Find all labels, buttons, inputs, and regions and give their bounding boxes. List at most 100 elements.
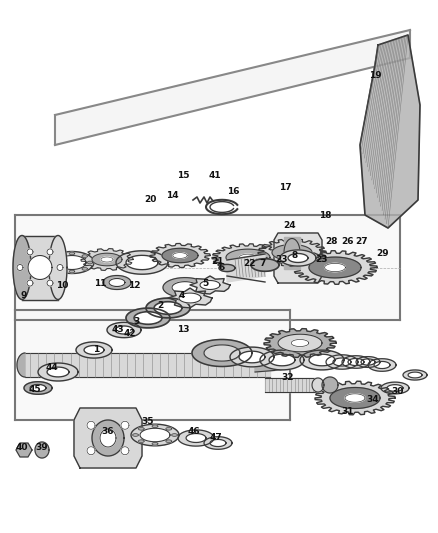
Text: 4: 4 bbox=[179, 290, 185, 300]
Polygon shape bbox=[146, 298, 190, 318]
Polygon shape bbox=[30, 384, 46, 392]
Polygon shape bbox=[356, 357, 380, 367]
Polygon shape bbox=[219, 264, 235, 272]
Polygon shape bbox=[172, 281, 198, 293]
Polygon shape bbox=[239, 254, 257, 261]
Text: 34: 34 bbox=[367, 395, 379, 405]
Polygon shape bbox=[204, 345, 240, 361]
Text: 45: 45 bbox=[28, 385, 41, 394]
Polygon shape bbox=[280, 250, 316, 266]
Polygon shape bbox=[150, 244, 210, 268]
Polygon shape bbox=[92, 253, 122, 266]
Polygon shape bbox=[49, 236, 67, 300]
Polygon shape bbox=[69, 252, 75, 255]
Polygon shape bbox=[101, 257, 113, 262]
Polygon shape bbox=[17, 264, 23, 271]
Polygon shape bbox=[361, 359, 375, 365]
Polygon shape bbox=[24, 382, 52, 394]
Polygon shape bbox=[27, 249, 33, 255]
Polygon shape bbox=[348, 358, 364, 366]
Polygon shape bbox=[274, 233, 322, 283]
Text: 1: 1 bbox=[93, 345, 99, 354]
Text: 43: 43 bbox=[112, 326, 124, 335]
Polygon shape bbox=[50, 252, 94, 273]
Polygon shape bbox=[103, 276, 131, 289]
Text: 42: 42 bbox=[124, 328, 136, 337]
Polygon shape bbox=[288, 254, 308, 262]
Text: 30: 30 bbox=[392, 387, 404, 397]
Polygon shape bbox=[92, 420, 124, 456]
Polygon shape bbox=[87, 261, 93, 264]
Polygon shape bbox=[192, 340, 252, 367]
Polygon shape bbox=[312, 378, 324, 392]
Polygon shape bbox=[116, 251, 168, 274]
Polygon shape bbox=[109, 279, 125, 287]
Text: 13: 13 bbox=[177, 326, 189, 335]
Text: 27: 27 bbox=[356, 238, 368, 246]
Polygon shape bbox=[84, 345, 104, 354]
Polygon shape bbox=[265, 378, 318, 392]
Text: 11: 11 bbox=[94, 279, 106, 287]
Polygon shape bbox=[368, 359, 396, 372]
Text: 8: 8 bbox=[292, 252, 298, 261]
Text: 6: 6 bbox=[219, 262, 225, 271]
Polygon shape bbox=[408, 372, 422, 378]
Polygon shape bbox=[126, 308, 170, 328]
Polygon shape bbox=[100, 429, 116, 447]
Text: 16: 16 bbox=[227, 188, 239, 197]
Polygon shape bbox=[121, 447, 129, 455]
Text: 47: 47 bbox=[210, 433, 223, 442]
Polygon shape bbox=[81, 248, 133, 270]
Text: 9: 9 bbox=[21, 290, 27, 300]
Polygon shape bbox=[69, 270, 75, 273]
Polygon shape bbox=[278, 334, 322, 352]
Polygon shape bbox=[325, 263, 346, 272]
Text: 14: 14 bbox=[166, 190, 178, 199]
Polygon shape bbox=[284, 237, 300, 269]
Text: 29: 29 bbox=[377, 249, 389, 259]
Polygon shape bbox=[227, 254, 265, 282]
Polygon shape bbox=[131, 424, 179, 446]
Polygon shape bbox=[166, 427, 172, 430]
Text: 32: 32 bbox=[282, 373, 294, 382]
Polygon shape bbox=[76, 342, 112, 358]
Text: 40: 40 bbox=[16, 443, 28, 453]
Polygon shape bbox=[255, 358, 280, 372]
Polygon shape bbox=[210, 439, 226, 447]
Polygon shape bbox=[315, 381, 395, 415]
Polygon shape bbox=[309, 354, 335, 366]
Polygon shape bbox=[87, 421, 95, 429]
Polygon shape bbox=[230, 347, 274, 367]
Text: 35: 35 bbox=[142, 417, 154, 426]
Polygon shape bbox=[82, 268, 88, 270]
Polygon shape bbox=[47, 367, 69, 377]
Text: 12: 12 bbox=[128, 280, 140, 289]
Polygon shape bbox=[322, 377, 338, 393]
Text: 19: 19 bbox=[369, 70, 381, 79]
Polygon shape bbox=[275, 360, 285, 370]
Polygon shape bbox=[200, 280, 220, 289]
Polygon shape bbox=[17, 353, 25, 377]
Polygon shape bbox=[163, 278, 207, 297]
Text: 41: 41 bbox=[208, 171, 221, 180]
Polygon shape bbox=[330, 387, 380, 408]
Polygon shape bbox=[300, 350, 344, 370]
Polygon shape bbox=[126, 255, 158, 270]
Polygon shape bbox=[115, 326, 133, 334]
Polygon shape bbox=[138, 440, 144, 442]
Polygon shape bbox=[15, 215, 400, 320]
Polygon shape bbox=[25, 353, 270, 377]
Polygon shape bbox=[57, 255, 62, 257]
Polygon shape bbox=[57, 268, 62, 270]
Text: 39: 39 bbox=[35, 443, 48, 453]
Polygon shape bbox=[134, 312, 162, 324]
Polygon shape bbox=[178, 430, 214, 446]
Polygon shape bbox=[22, 236, 58, 300]
Polygon shape bbox=[284, 249, 300, 256]
Polygon shape bbox=[13, 236, 31, 300]
Text: 23: 23 bbox=[276, 255, 288, 264]
Polygon shape bbox=[154, 302, 182, 314]
Polygon shape bbox=[74, 408, 142, 468]
Text: 36: 36 bbox=[102, 427, 114, 437]
Polygon shape bbox=[16, 443, 32, 457]
